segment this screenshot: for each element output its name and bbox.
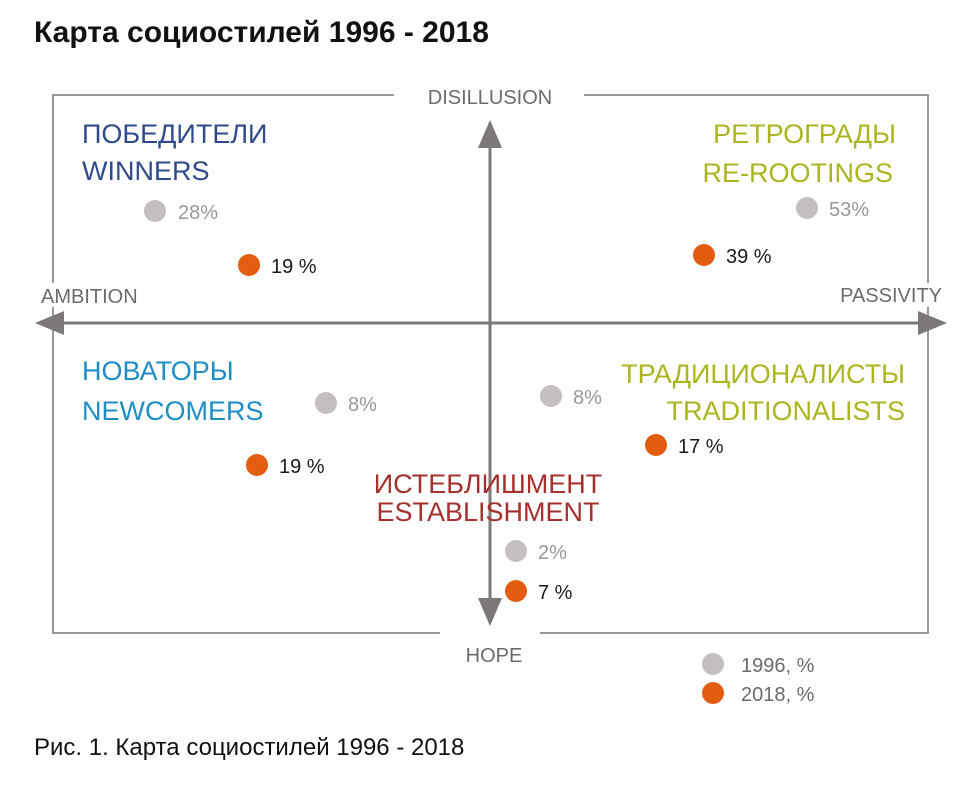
group-name-ru: ТРАДИЦИОНАЛИСТЫ: [621, 359, 905, 389]
arrow-left-icon: [35, 311, 64, 335]
group-rerootings: РЕТРОГРАДЫ RE-ROOTINGS 53% 39 %: [693, 119, 896, 268]
group-traditionalists: ТРАДИЦИОНАЛИСТЫ TRADITIONALISTS 8% 17 %: [540, 359, 905, 458]
value-2018: 7 %: [538, 582, 573, 604]
value-2018: 39 %: [726, 246, 772, 268]
value-1996: 8%: [573, 387, 602, 409]
value-1996: 8%: [348, 394, 377, 416]
arrow-right-icon: [918, 311, 947, 335]
dot-2018: [693, 244, 715, 266]
group-name-ru: РЕТРОГРАДЫ: [713, 119, 896, 149]
axis-label-hope: HOPE: [466, 645, 523, 667]
dot-2018: [238, 254, 260, 276]
dot-2018: [505, 580, 527, 602]
legend-dot-1996: [702, 653, 724, 675]
axis-label-ambition: AMBITION: [41, 286, 138, 308]
group-name-ru: ИСТЕБЛИШМЕНТ: [374, 469, 603, 499]
group-winners: ПОБЕДИТЕЛИ WINNERS 28% 19 %: [82, 119, 317, 278]
group-name-en: WINNERS: [82, 156, 210, 186]
group-name-en: NEWCOMERS: [82, 396, 264, 426]
arrow-up-icon: [478, 120, 502, 148]
group-name-en: TRADITIONALISTS: [666, 396, 905, 426]
group-establishment: ИСТЕБЛИШМЕНТ ESTABLISHMENT 2% 7 %: [374, 469, 603, 604]
dot-2018: [246, 454, 268, 476]
dot-1996: [505, 540, 527, 562]
legend: 1996, % 2018, %: [702, 653, 815, 706]
group-name-en: ESTABLISHMENT: [376, 497, 599, 527]
legend-dot-2018: [702, 682, 724, 704]
axis-label-disillusion: DISILLUSION: [428, 87, 552, 109]
page-title: Карта социостилей 1996 - 2018: [34, 16, 489, 49]
dot-1996: [540, 385, 562, 407]
group-name-ru: ПОБЕДИТЕЛИ: [82, 119, 267, 149]
group-name-ru: НОВАТОРЫ: [82, 356, 234, 386]
vertical-axis: [478, 120, 502, 626]
axis-label-passivity: PASSIVITY: [840, 285, 942, 307]
dot-2018: [645, 434, 667, 456]
map-frame: [52, 94, 929, 634]
legend-label-2018: 2018, %: [741, 684, 815, 706]
value-2018: 17 %: [678, 436, 724, 458]
dot-1996: [796, 197, 818, 219]
arrow-down-icon: [478, 598, 502, 626]
group-name-en: RE-ROOTINGS: [702, 158, 893, 188]
value-1996: 2%: [538, 542, 567, 564]
value-1996: 28%: [178, 202, 218, 224]
value-2018: 19 %: [271, 256, 317, 278]
value-2018: 19 %: [279, 456, 325, 478]
group-newcomers: НОВАТОРЫ NEWCOMERS 8% 19 %: [82, 356, 377, 478]
value-1996: 53%: [829, 199, 869, 221]
dot-1996: [315, 392, 337, 414]
legend-label-1996: 1996, %: [741, 655, 815, 677]
figure-caption: Рис. 1. Карта социостилей 1996 - 2018: [34, 734, 465, 761]
dot-1996: [144, 200, 166, 222]
